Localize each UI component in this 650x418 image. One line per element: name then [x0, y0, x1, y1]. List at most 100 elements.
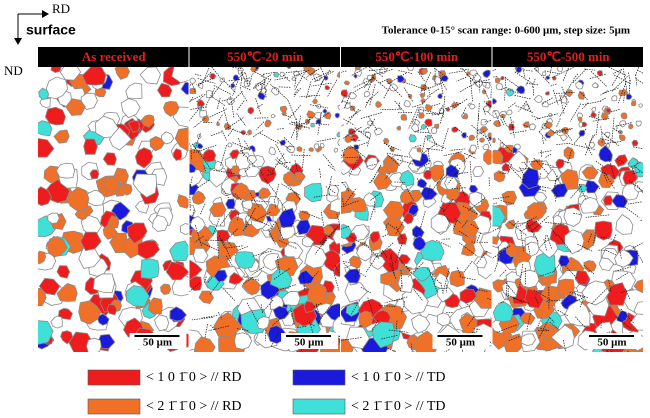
deformation-line	[199, 241, 220, 252]
deformation-line	[387, 223, 397, 230]
deformation-line	[275, 284, 296, 292]
grain	[494, 77, 501, 84]
deformation-line	[290, 308, 295, 325]
grain	[213, 311, 243, 338]
panel-label: 550℃-20 min	[227, 49, 304, 64]
grain	[483, 148, 492, 166]
deformation-line	[386, 80, 403, 98]
deformation-line	[515, 216, 537, 228]
deformation-line	[521, 160, 543, 163]
deformation-line	[469, 72, 479, 83]
deformation-line	[607, 250, 617, 256]
grain	[614, 154, 628, 167]
deformation-line	[620, 203, 640, 218]
deformation-line	[485, 103, 492, 107]
grain	[272, 305, 290, 321]
deformation-line	[420, 109, 436, 114]
grain	[542, 100, 549, 108]
scale-label: 50 μm	[597, 337, 626, 349]
deformation-line	[443, 268, 450, 292]
deformation-line	[367, 297, 373, 313]
deformation-line	[421, 135, 426, 153]
deformation-line	[573, 291, 577, 299]
deformation-line	[219, 210, 232, 226]
deformation-line	[221, 239, 232, 261]
deformation-line	[553, 90, 559, 106]
panel-header	[189, 47, 340, 67]
deformation-line	[492, 69, 497, 72]
deformation-line	[620, 308, 635, 324]
scale-label: 50 μm	[143, 337, 172, 349]
deformation-line	[541, 97, 553, 105]
deformation-line	[345, 109, 359, 126]
deformation-line	[534, 184, 551, 189]
deformation-line	[595, 111, 600, 135]
grain	[171, 67, 189, 84]
grain	[373, 173, 393, 191]
maps: As received 50 μm 550℃-20 min 50 μm 550℃-100…	[38, 47, 643, 352]
deformation-line	[442, 96, 446, 118]
deformation-line	[447, 167, 461, 185]
deformation-line	[341, 198, 345, 208]
deformation-line	[494, 250, 502, 273]
deformation-line	[411, 350, 413, 352]
grain	[154, 314, 170, 332]
deformation-line	[526, 313, 531, 330]
deformation-line	[211, 95, 226, 107]
deformation-line	[524, 163, 532, 171]
deformation-line	[526, 222, 539, 242]
grain	[482, 105, 491, 112]
grain	[45, 76, 69, 100]
grain	[503, 333, 526, 352]
deformation-line	[436, 240, 451, 248]
grain	[420, 186, 438, 201]
deformation-line	[637, 185, 643, 194]
grain	[38, 320, 54, 345]
grain	[296, 146, 303, 152]
grain	[594, 220, 613, 241]
deformation-line	[371, 69, 393, 76]
grain	[332, 316, 340, 338]
deformation-line	[492, 196, 510, 200]
deformation-line	[252, 74, 271, 89]
grain	[440, 74, 449, 82]
deformation-line	[522, 67, 526, 79]
deformation-line	[600, 137, 618, 144]
grain	[545, 75, 551, 80]
deformation-line	[260, 75, 271, 81]
deformation-line	[388, 329, 410, 333]
grain	[192, 248, 209, 264]
deformation-line	[237, 246, 249, 251]
grain	[375, 100, 383, 109]
deformation-line	[591, 288, 607, 305]
deformation-line	[248, 77, 252, 85]
deformation-line	[348, 142, 368, 149]
deformation-line	[350, 145, 367, 159]
grain	[273, 71, 280, 78]
deformation-line	[423, 143, 438, 154]
deformation-line	[525, 101, 533, 113]
grain	[482, 69, 491, 79]
grain	[426, 134, 432, 140]
grain	[492, 149, 504, 165]
grain	[575, 81, 584, 90]
deformation-line	[319, 168, 322, 178]
deformation-line	[227, 127, 249, 136]
deformation-line	[247, 215, 270, 227]
deformation-line	[240, 71, 250, 88]
grain	[163, 100, 180, 117]
grain	[266, 203, 281, 217]
deformation-line	[408, 262, 424, 278]
deformation-line	[225, 245, 243, 249]
deformation-line	[492, 76, 498, 78]
deformation-line	[452, 172, 469, 175]
deformation-line	[291, 154, 311, 157]
deformation-line	[459, 80, 480, 93]
grain	[189, 163, 197, 174]
deformation-line	[341, 200, 359, 208]
deformation-line	[196, 93, 206, 103]
grain	[250, 67, 257, 73]
grain	[189, 169, 204, 188]
deformation-line	[476, 250, 488, 265]
deformation-line	[299, 210, 322, 220]
